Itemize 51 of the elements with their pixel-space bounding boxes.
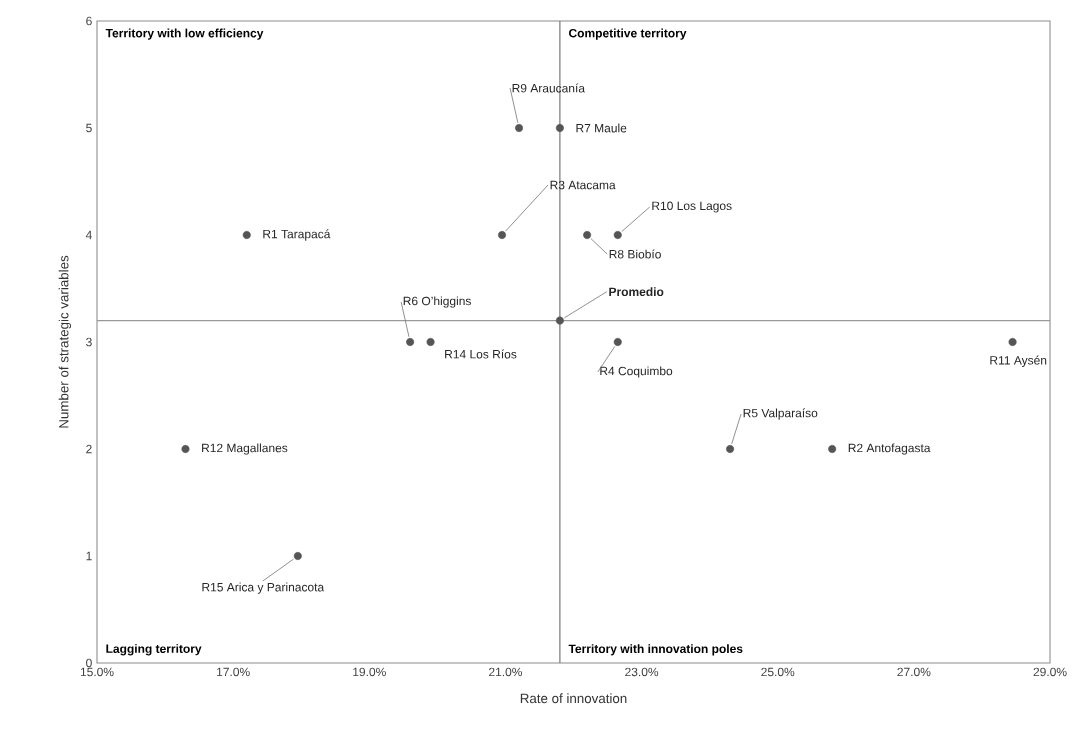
- point: [181, 444, 190, 453]
- annotation: R1 Tarapacá: [263, 229, 331, 241]
- x-tick-label: 19.0%: [353, 667, 386, 677]
- point: [242, 231, 251, 239]
- annotation: R7 Maule: [576, 123, 627, 133]
- annotation: R12 Magallanes: [202, 443, 288, 455]
- y-tick-label: 0: [86, 658, 92, 668]
- annotation: R9 Araucanía: [512, 83, 586, 93]
- annotation: Territory with innovation poles: [568, 644, 743, 656]
- annotation: Territory with low efficiency: [105, 28, 264, 40]
- point: [828, 444, 837, 453]
- x-axis-title: Rate of innovation: [520, 693, 627, 704]
- point: [583, 231, 592, 239]
- y-tick-label: 4: [85, 230, 92, 240]
- annotation: R4 Coquimbo: [600, 366, 673, 378]
- point: [555, 124, 564, 132]
- x-tick-label: 23.0%: [625, 667, 659, 677]
- point: [293, 552, 302, 560]
- point: [555, 316, 564, 325]
- y-axis-title: Number of strategic variables: [58, 255, 72, 428]
- point: [426, 337, 435, 346]
- annotation: R10 Los Lagos: [652, 201, 732, 213]
- x-tick-label: 27.0%: [897, 667, 931, 677]
- y-tick-label: 2: [86, 444, 92, 454]
- point: [498, 231, 507, 239]
- annotation: R6 O’higgins: [403, 296, 471, 308]
- annotation: R2 Antofagasta: [848, 443, 931, 455]
- x-tick-label: 17.0%: [217, 667, 250, 677]
- annotation: R3 Atacama: [550, 180, 616, 190]
- y-tick-label: 1: [86, 551, 92, 561]
- x-tick-label: 25.0%: [761, 667, 795, 677]
- y-tick-label: 3: [86, 337, 92, 347]
- x-tick-label: 15.0%: [80, 667, 114, 677]
- y-tick-label: 5: [86, 123, 92, 133]
- point: [726, 444, 735, 453]
- x-tick-label: 21.0%: [489, 667, 523, 677]
- annotation: Promedio: [609, 287, 664, 297]
- annotation: R14 Los Ríos: [445, 349, 517, 359]
- point: [1008, 337, 1017, 346]
- annotation: R11 Aysén: [990, 355, 1047, 367]
- y-tick-label: 6: [86, 16, 92, 26]
- annotation: Competitive territory: [569, 28, 687, 40]
- annotation: R8 Biobío: [609, 249, 661, 259]
- annotation: R5 Valparaíso: [743, 408, 818, 420]
- annotation: Lagging territory: [106, 644, 202, 656]
- annotation: R15 Arica y Parinacota: [202, 582, 325, 594]
- point: [515, 124, 524, 132]
- point: [613, 337, 622, 346]
- point: [406, 337, 415, 346]
- x-tick-label: 29.0%: [1033, 667, 1067, 677]
- point: [613, 231, 622, 239]
